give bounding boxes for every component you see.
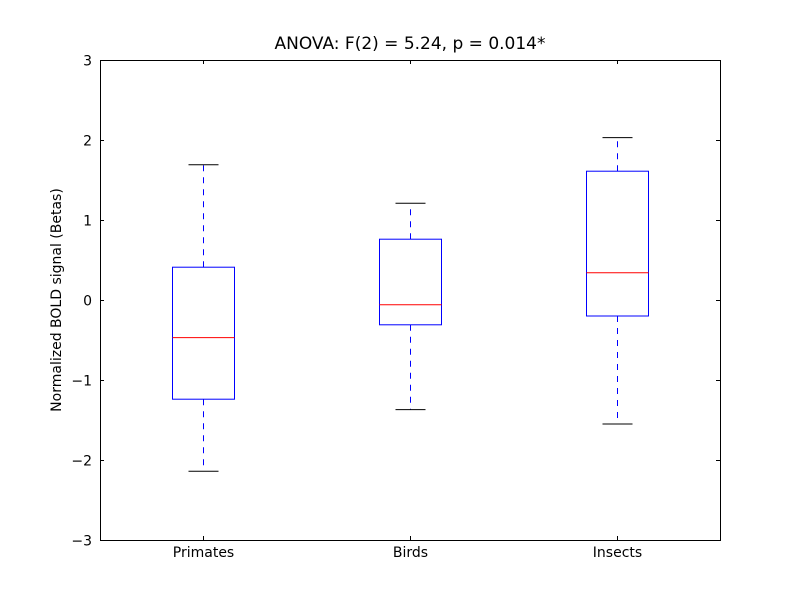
y-tick-label: 0 [83, 294, 92, 310]
x-tick-label: Birds [393, 545, 428, 561]
box-birds [379, 238, 442, 326]
x-tick-label: Insects [593, 545, 642, 561]
x-tick-label: Primates [173, 545, 234, 561]
y-tick-label: 1 [83, 214, 92, 230]
chart-title: ANOVA: F(2) = 5.24, p = 0.014* [274, 34, 545, 54]
y-tick-label: −1 [71, 374, 92, 390]
box-primates [172, 266, 235, 400]
box-insects [586, 170, 649, 317]
y-tick-label: −3 [71, 534, 92, 550]
y-axis-label: Normalized BOLD signal (Betas) [49, 188, 65, 412]
plot-frame [100, 60, 721, 541]
y-tick-label: 3 [83, 54, 92, 70]
y-tick-label: −2 [71, 454, 92, 470]
y-tick-label: 2 [83, 134, 92, 150]
